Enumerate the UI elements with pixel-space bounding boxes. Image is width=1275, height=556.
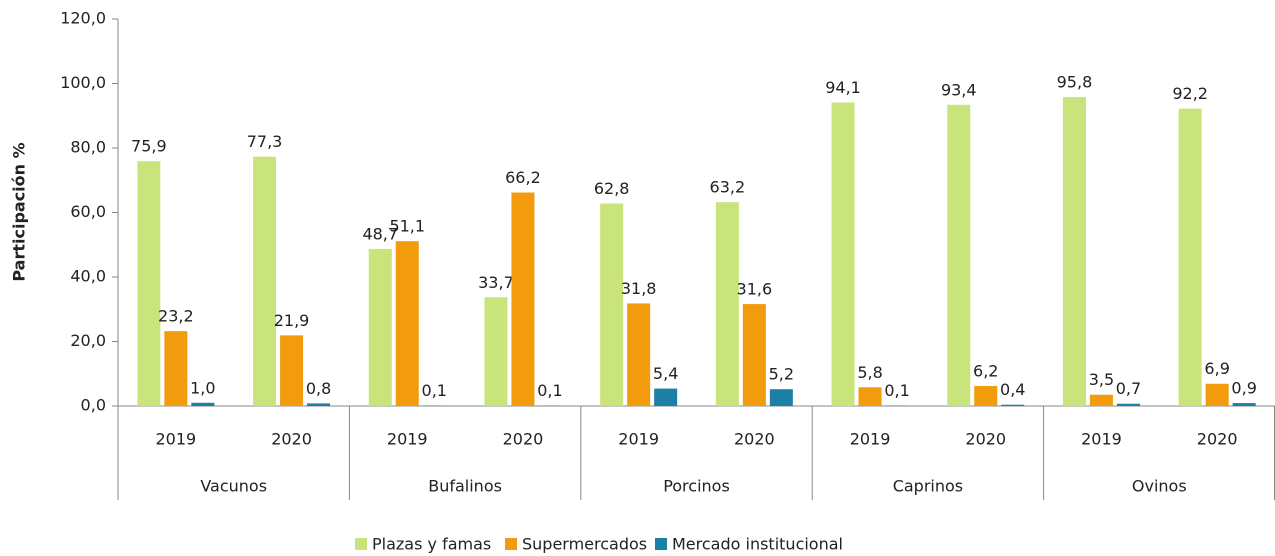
y-tick-label: 60,0 xyxy=(70,202,106,221)
x-tick-label: 2019 xyxy=(618,430,659,449)
group-label: Bufalinos xyxy=(428,477,502,496)
bar xyxy=(368,248,392,406)
bar xyxy=(947,104,971,406)
bar xyxy=(974,386,998,406)
y-tick-label: 20,0 xyxy=(70,331,106,350)
value-label: 48,7 xyxy=(362,224,398,243)
value-label: 5,4 xyxy=(653,364,678,383)
y-axis-title: Participación % xyxy=(10,142,29,281)
bar xyxy=(1178,108,1202,406)
legend-swatch xyxy=(355,538,367,550)
bar xyxy=(1062,97,1086,407)
value-label: 0,1 xyxy=(884,381,909,400)
bar xyxy=(137,161,161,406)
y-tick-label: 120,0 xyxy=(60,9,106,28)
y-tick-label: 40,0 xyxy=(70,267,106,286)
value-label: 23,2 xyxy=(158,307,194,326)
value-label: 62,8 xyxy=(594,179,630,198)
bar xyxy=(191,402,215,406)
bar xyxy=(511,192,535,406)
value-label: 93,4 xyxy=(941,80,977,99)
x-tick-label: 2020 xyxy=(1197,430,1238,449)
bar xyxy=(831,102,855,406)
value-label: 1,0 xyxy=(190,378,215,397)
value-label: 31,8 xyxy=(621,279,657,298)
value-label: 6,9 xyxy=(1204,359,1229,378)
value-label: 21,9 xyxy=(274,311,310,330)
value-label: 5,2 xyxy=(769,365,794,384)
bar xyxy=(1232,403,1256,406)
bar xyxy=(307,403,331,406)
bar xyxy=(627,303,651,406)
legend-label: Supermercados xyxy=(522,535,647,554)
value-label: 0,8 xyxy=(306,379,331,398)
bar xyxy=(858,387,882,406)
value-label: 66,2 xyxy=(505,168,541,187)
legend-swatch xyxy=(655,538,667,550)
y-tick-label: 100,0 xyxy=(60,73,106,92)
value-label: 6,2 xyxy=(973,362,998,381)
bar xyxy=(715,202,739,406)
bar xyxy=(164,331,188,406)
legend-label: Plazas y famas xyxy=(372,535,491,554)
bar xyxy=(742,304,766,406)
value-label: 77,3 xyxy=(247,132,283,151)
legend-label: Mercado institucional xyxy=(672,535,843,554)
group-label: Porcinos xyxy=(663,477,730,496)
bar xyxy=(484,297,508,406)
legend-swatch xyxy=(505,538,517,550)
x-tick-label: 2020 xyxy=(503,430,544,449)
value-label: 95,8 xyxy=(1057,73,1093,92)
value-label: 5,8 xyxy=(857,363,882,382)
value-label: 31,6 xyxy=(737,280,773,299)
value-label: 63,2 xyxy=(710,178,746,197)
value-label: 75,9 xyxy=(131,137,167,156)
bar xyxy=(769,389,793,406)
bar xyxy=(1001,404,1025,406)
group-label: Ovinos xyxy=(1132,477,1187,496)
value-label: 51,1 xyxy=(389,217,425,236)
value-label: 0,1 xyxy=(537,381,562,400)
group-label: Caprinos xyxy=(893,477,963,496)
x-tick-label: 2020 xyxy=(965,430,1006,449)
value-label: 33,7 xyxy=(478,273,514,292)
x-tick-label: 2019 xyxy=(850,430,891,449)
value-label: 3,5 xyxy=(1089,370,1114,389)
x-tick-label: 2020 xyxy=(271,430,312,449)
x-tick-label: 2020 xyxy=(734,430,775,449)
bar xyxy=(1116,403,1140,406)
value-label: 92,2 xyxy=(1172,84,1208,103)
value-label: 94,1 xyxy=(825,78,861,97)
x-tick-label: 2019 xyxy=(155,430,196,449)
value-label: 0,9 xyxy=(1231,379,1256,398)
bar xyxy=(600,203,624,406)
bar xyxy=(253,156,277,406)
value-label: 0,1 xyxy=(422,381,447,400)
bar xyxy=(1205,383,1229,406)
y-tick-label: 0,0 xyxy=(81,396,106,415)
bar xyxy=(1089,394,1113,406)
bar xyxy=(654,388,678,406)
x-tick-label: 2019 xyxy=(387,430,428,449)
y-tick-label: 80,0 xyxy=(70,138,106,157)
value-label: 0,4 xyxy=(1000,380,1025,399)
bar xyxy=(280,335,304,406)
bar xyxy=(395,241,419,406)
value-label: 0,7 xyxy=(1116,379,1141,398)
group-label: Vacunos xyxy=(200,477,267,496)
x-tick-label: 2019 xyxy=(1081,430,1122,449)
